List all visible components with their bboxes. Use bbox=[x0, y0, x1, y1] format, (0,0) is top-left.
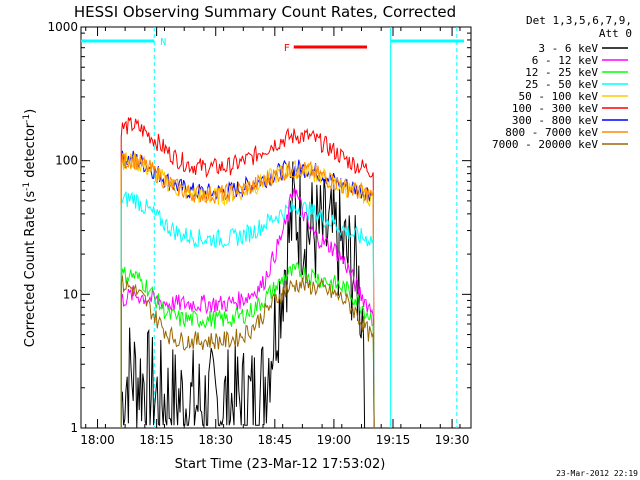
night-label: N bbox=[160, 37, 166, 48]
series-line bbox=[120, 117, 375, 429]
flare-label: F bbox=[284, 43, 290, 54]
plot-frame bbox=[80, 26, 472, 429]
x-tick-label: 19:15 bbox=[376, 433, 411, 447]
x-tick-label: 18:00 bbox=[80, 433, 115, 447]
legend-label: 7000 - 20000 keV bbox=[492, 138, 598, 151]
chart-title: HESSI Observing Summary Count Rates, Cor… bbox=[74, 3, 456, 21]
x-tick-label: 18:30 bbox=[198, 433, 233, 447]
legend-label: 100 - 300 keV bbox=[512, 102, 598, 115]
y-tick-label: 1 bbox=[70, 421, 78, 435]
series-line bbox=[120, 261, 375, 429]
plot-area: 1 10 100 1000 18:00 18:15 18:30 18:45 19:00 19:15… bbox=[47, 20, 472, 447]
series-line bbox=[120, 191, 375, 429]
series-line bbox=[120, 274, 375, 429]
legend-label: 6 - 12 keV bbox=[532, 54, 599, 67]
legend-label: 12 - 25 keV bbox=[525, 66, 598, 79]
legend-label: 300 - 800 keV bbox=[512, 114, 598, 127]
legend-label: 3 - 6 keV bbox=[538, 42, 598, 55]
x-tick-label: 18:45 bbox=[258, 433, 293, 447]
legend-label: 50 - 100 keV bbox=[519, 90, 599, 103]
x-axis-label: Start Time (23-Mar-12 17:53:02) bbox=[175, 457, 386, 472]
x-tick-label: 18:15 bbox=[139, 433, 174, 447]
y-tick-label: 10 bbox=[63, 287, 78, 301]
y-tick-label: 100 bbox=[55, 154, 78, 168]
legend-header-line2: Att 0 bbox=[599, 27, 632, 40]
series-line bbox=[120, 152, 375, 429]
legend-label: 25 - 50 keV bbox=[525, 78, 598, 91]
legend-header-line1: Det 1,3,5,6,7,9, bbox=[526, 14, 632, 27]
y-tick-label: 1000 bbox=[47, 20, 78, 34]
x-tick-label: 19:00 bbox=[317, 433, 352, 447]
timestamp: 23-Mar-2012 22:19 bbox=[556, 469, 638, 478]
series-line bbox=[120, 161, 366, 429]
legend-label: 800 - 7000 keV bbox=[505, 126, 598, 139]
y-axis-label: Corrected Count Rate (s-1 detector-1) bbox=[22, 109, 38, 347]
x-tick-label: 19:30 bbox=[435, 433, 470, 447]
